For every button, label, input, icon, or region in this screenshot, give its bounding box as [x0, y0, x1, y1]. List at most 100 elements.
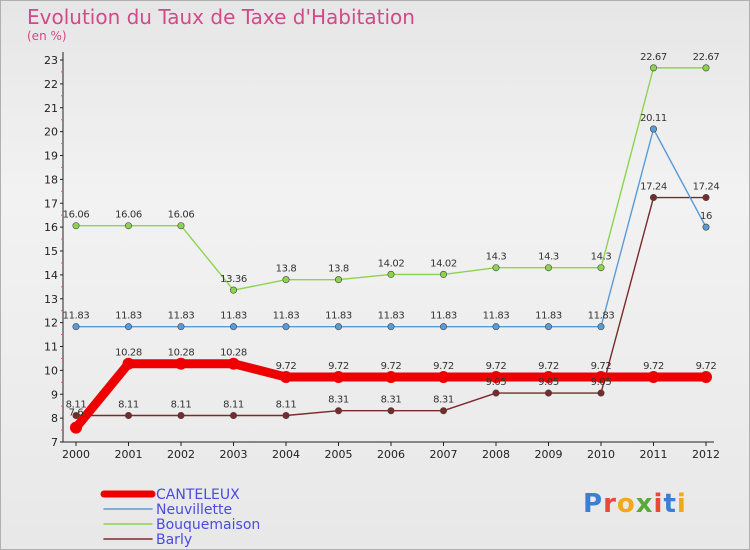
data-point [649, 125, 657, 133]
data-point [387, 407, 395, 415]
data-label: 11.83 [115, 311, 142, 322]
data-point [544, 264, 552, 272]
y-tick-label: 7 [51, 436, 58, 449]
logo-letter: t [663, 489, 677, 519]
data-point [230, 411, 238, 419]
data-label: 11.83 [220, 311, 247, 322]
data-label: 9.05 [538, 377, 559, 388]
chart-subtitle: (en %) [27, 29, 67, 43]
y-tick-label: 14 [44, 269, 58, 282]
data-label: 8.11 [66, 399, 87, 410]
data-label: 11.83 [588, 311, 615, 322]
data-point [649, 194, 657, 202]
y-tick-label: 13 [44, 293, 58, 306]
data-point [439, 270, 447, 278]
data-point [282, 323, 290, 331]
data-label: 8.31 [433, 395, 454, 406]
data-label: 14.3 [538, 252, 559, 263]
data-point [282, 411, 290, 419]
data-point [597, 264, 605, 272]
data-point [649, 64, 657, 72]
data-label: 22.67 [693, 52, 720, 63]
data-point [439, 407, 447, 415]
data-point [700, 371, 712, 384]
data-point [334, 276, 342, 284]
data-label: 14.02 [378, 258, 405, 269]
data-label: 8.31 [381, 395, 402, 406]
data-point [282, 276, 290, 284]
data-label: 9.72 [486, 361, 507, 372]
y-tick-label: 9 [51, 388, 58, 401]
y-tick-label: 18 [44, 173, 58, 186]
data-point [492, 389, 500, 397]
data-point [177, 411, 185, 419]
data-label: 16.06 [168, 210, 195, 221]
logo-letter: i [653, 489, 664, 519]
data-point [647, 371, 660, 384]
data-label: 9.72 [643, 361, 664, 372]
y-tick-label: 15 [44, 245, 58, 258]
data-point [544, 389, 552, 397]
data-label: 9.05 [591, 377, 612, 388]
x-tick-label: 2012 [692, 448, 720, 461]
series-line-bouquemaison [75, 67, 707, 291]
y-tick-label: 20 [44, 126, 58, 139]
data-point [332, 371, 345, 384]
x-tick-label: 2000 [62, 448, 90, 461]
y-tick-label: 12 [44, 317, 58, 330]
x-tick-label: 2007 [430, 448, 458, 461]
x-tick-label: 2006 [377, 448, 405, 461]
data-label: 11.83 [483, 311, 510, 322]
data-point [125, 323, 133, 331]
data-point [72, 323, 80, 331]
y-tick-label: 8 [51, 412, 58, 425]
x-tick-label: 2008 [482, 448, 510, 461]
data-point [490, 371, 502, 384]
data-point [702, 64, 710, 72]
data-label: 9.72 [433, 361, 454, 372]
data-point [122, 357, 135, 370]
data-point [437, 371, 450, 384]
data-label: 9.72 [538, 361, 559, 372]
data-label: 11.83 [63, 311, 90, 322]
data-label: 11.83 [273, 311, 300, 322]
data-label: 9.72 [276, 361, 297, 372]
legend-label: Barly [156, 532, 192, 548]
data-point [544, 323, 552, 331]
data-label: 11.83 [168, 311, 195, 322]
data-label: 10.28 [168, 348, 195, 359]
data-label: 11.83 [430, 311, 457, 322]
data-label: 14.02 [430, 258, 457, 269]
data-label: 8.11 [118, 399, 139, 410]
data-point [175, 357, 187, 370]
data-label: 20.11 [640, 113, 667, 124]
y-tick-label: 21 [44, 102, 58, 115]
y-tick-label: 16 [44, 221, 58, 234]
legend-label: Neuvillette [156, 502, 232, 518]
data-point [227, 357, 240, 370]
data-label: 17.24 [693, 182, 720, 193]
y-tick-label: 23 [44, 54, 58, 67]
data-label: 10.28 [220, 348, 247, 359]
data-point [542, 371, 555, 384]
data-label: 11.83 [325, 311, 352, 322]
data-label: 8.31 [328, 395, 349, 406]
data-point [387, 270, 395, 278]
x-tick-label: 2004 [272, 448, 300, 461]
data-point [70, 421, 82, 434]
data-point [597, 323, 605, 331]
data-label: 14.3 [591, 252, 612, 263]
data-point [72, 222, 80, 230]
logo-letter: o [616, 489, 636, 519]
data-label: 13.8 [328, 264, 349, 275]
data-label: 9.72 [381, 361, 402, 372]
legend-label: Bouquemaison [156, 517, 260, 533]
data-label: 16 [700, 211, 712, 222]
data-label: 9.72 [591, 361, 612, 372]
data-label: 17.24 [640, 182, 667, 193]
data-label: 11.83 [378, 311, 405, 322]
proxiti-logo: Proxiti [583, 489, 687, 519]
logo-letter: r [603, 489, 617, 519]
